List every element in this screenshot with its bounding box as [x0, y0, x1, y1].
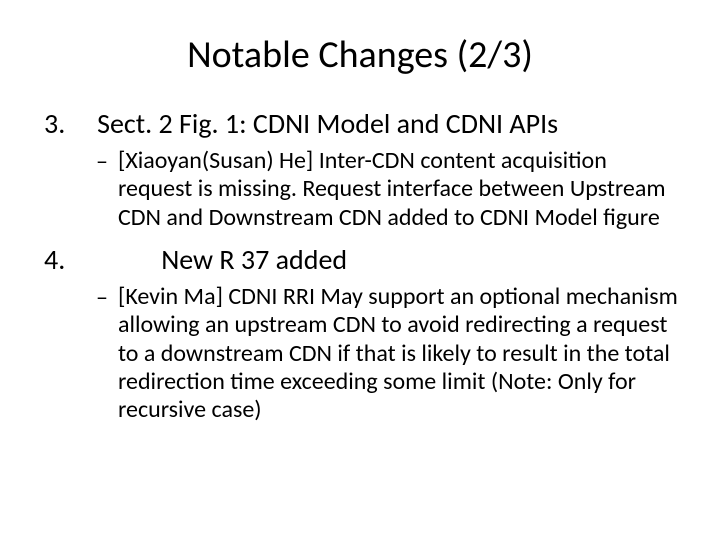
list-subitem-4: – [Kevin Ma] CDNI RRI May support an opt… — [40, 283, 680, 425]
list-item-text: New R 37 added — [161, 242, 680, 277]
list-subitem-text: [Kevin Ma] CDNI RRI May support an optio… — [118, 283, 680, 425]
dash-bullet: – — [96, 147, 118, 232]
list-item-4: 4. New R 37 added — [40, 242, 680, 277]
slide-title: Notable Changes (2/3) — [40, 32, 680, 78]
slide: Notable Changes (2/3) 3. Sect. 2 Fig. 1:… — [0, 0, 720, 540]
list-item-text: Sect. 2 Fig. 1: CDNI Model and CDNI APIs — [97, 106, 680, 141]
list-item-number: 4. — [44, 242, 161, 277]
list-subitem-text: [Xiaoyan(Susan) He] Inter-CDN content ac… — [118, 147, 680, 232]
list-item-number: 3. — [44, 106, 97, 141]
list-item-3: 3. Sect. 2 Fig. 1: CDNI Model and CDNI A… — [40, 106, 680, 141]
dash-bullet: – — [96, 283, 118, 425]
list-subitem-3: – [Xiaoyan(Susan) He] Inter-CDN content … — [40, 147, 680, 232]
